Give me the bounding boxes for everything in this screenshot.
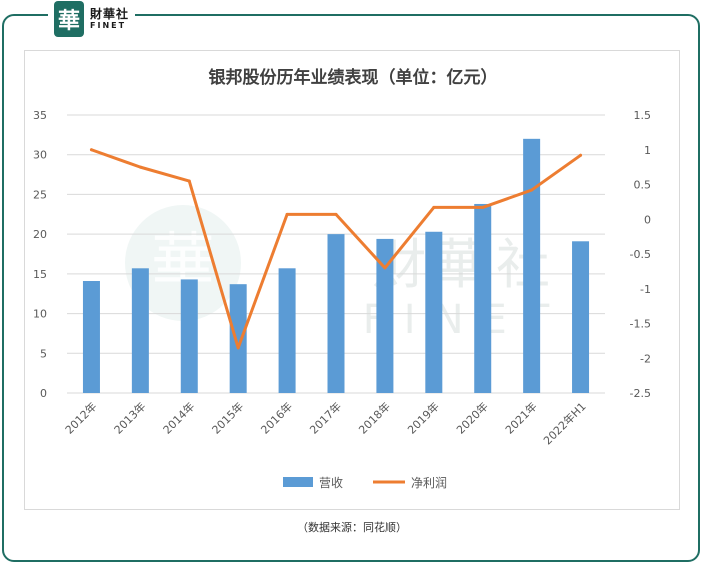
chart-container: 華財華社 FINET 银邦股份历年业绩表现（单位：亿元） 0 5 10 15 20 25 30…: [24, 50, 680, 510]
bar: [229, 284, 247, 393]
line-point: [432, 205, 436, 209]
bar: [376, 238, 394, 393]
left-tick-label: 30: [33, 149, 47, 162]
x-tick-label: 2015年: [209, 399, 246, 436]
x-tick-label: 2020年: [453, 399, 490, 436]
bar: [572, 241, 590, 393]
x-tick-label: 2016年: [258, 399, 295, 436]
left-tick-label: 15: [33, 268, 47, 281]
right-tick-label: -2.5: [630, 387, 651, 400]
left-tick-label: 25: [33, 188, 47, 201]
bar: [180, 279, 198, 393]
source-note: （数据来源：同花顺）: [297, 521, 407, 534]
x-tick-label: 2019年: [404, 399, 441, 436]
line-point: [236, 346, 240, 350]
line-point: [334, 212, 338, 216]
left-axis-ticks: 0 5 10 15 20 25 30 35: [33, 109, 47, 400]
bar: [523, 138, 541, 393]
outer-frame: [2, 14, 700, 562]
chart-title: 银邦股份历年业绩表现（单位：亿元）: [209, 67, 498, 88]
line-point: [481, 205, 485, 209]
line-point: [530, 188, 534, 192]
x-tick-label: 2022年H1: [540, 399, 588, 447]
right-tick-label: -0.5: [630, 248, 651, 261]
right-tick-label: -1: [640, 283, 651, 296]
logo-text: 財華社 FINET: [90, 8, 129, 30]
left-tick-label: 5: [40, 347, 47, 360]
legend: 营收 净利润: [283, 476, 447, 490]
bar: [278, 268, 296, 393]
left-tick-label: 20: [33, 228, 47, 241]
x-tick-label: 2017年: [307, 399, 344, 436]
right-tick-label: -1.5: [630, 318, 651, 331]
legend-bar-swatch: [283, 477, 313, 487]
watermark-cn: 財華社: [372, 233, 558, 296]
logo-seal: 華: [54, 1, 84, 37]
right-tick-label: 1: [644, 144, 651, 157]
line-point: [89, 148, 93, 152]
right-tick-label: 0.5: [634, 179, 652, 192]
bar: [474, 203, 492, 393]
logo-cn-name: 財華社: [90, 7, 130, 21]
line-point: [383, 266, 387, 270]
left-tick-label: 10: [33, 308, 47, 321]
bar: [327, 234, 345, 393]
watermark-en: FINET: [363, 297, 567, 343]
right-tick-label: -2: [640, 352, 651, 365]
x-axis-labels: 2012年 2013年 2014年 2015年 2016年 2017年 2018年 2019年…: [62, 399, 589, 447]
bar: [425, 231, 443, 393]
legend-bar-label: 营收: [319, 476, 343, 490]
right-tick-label: 0: [644, 213, 651, 226]
x-tick-label: 2012年: [62, 399, 99, 436]
logo-en-name: FINET: [90, 21, 127, 30]
line-point: [579, 153, 583, 157]
x-tick-label: 2014年: [160, 399, 197, 436]
line-point: [285, 212, 289, 216]
bar-series: [82, 138, 590, 393]
finet-logo: 華 財華社 FINET: [48, 0, 136, 38]
right-tick-label: 1.5: [634, 109, 652, 122]
legend-line-label: 净利润: [411, 476, 447, 490]
x-tick-label: 2013年: [111, 399, 148, 436]
line-point: [187, 179, 191, 183]
right-axis-ticks: -2.5 -2 -1.5 -1 -0.5 0 0.5 1 1.5: [630, 109, 651, 400]
line-series: [89, 148, 583, 350]
combo-chart: 華財華社FINET 银邦股份历年业绩表现（单位：亿元） 051015202530…: [33, 67, 651, 490]
left-tick-label: 0: [40, 387, 47, 400]
left-tick-label: 35: [33, 109, 47, 122]
line-point: [138, 165, 142, 169]
bar: [131, 268, 149, 393]
x-tick-label: 2021年: [502, 399, 539, 436]
bar: [82, 281, 100, 393]
x-tick-label: 2018年: [356, 399, 393, 436]
